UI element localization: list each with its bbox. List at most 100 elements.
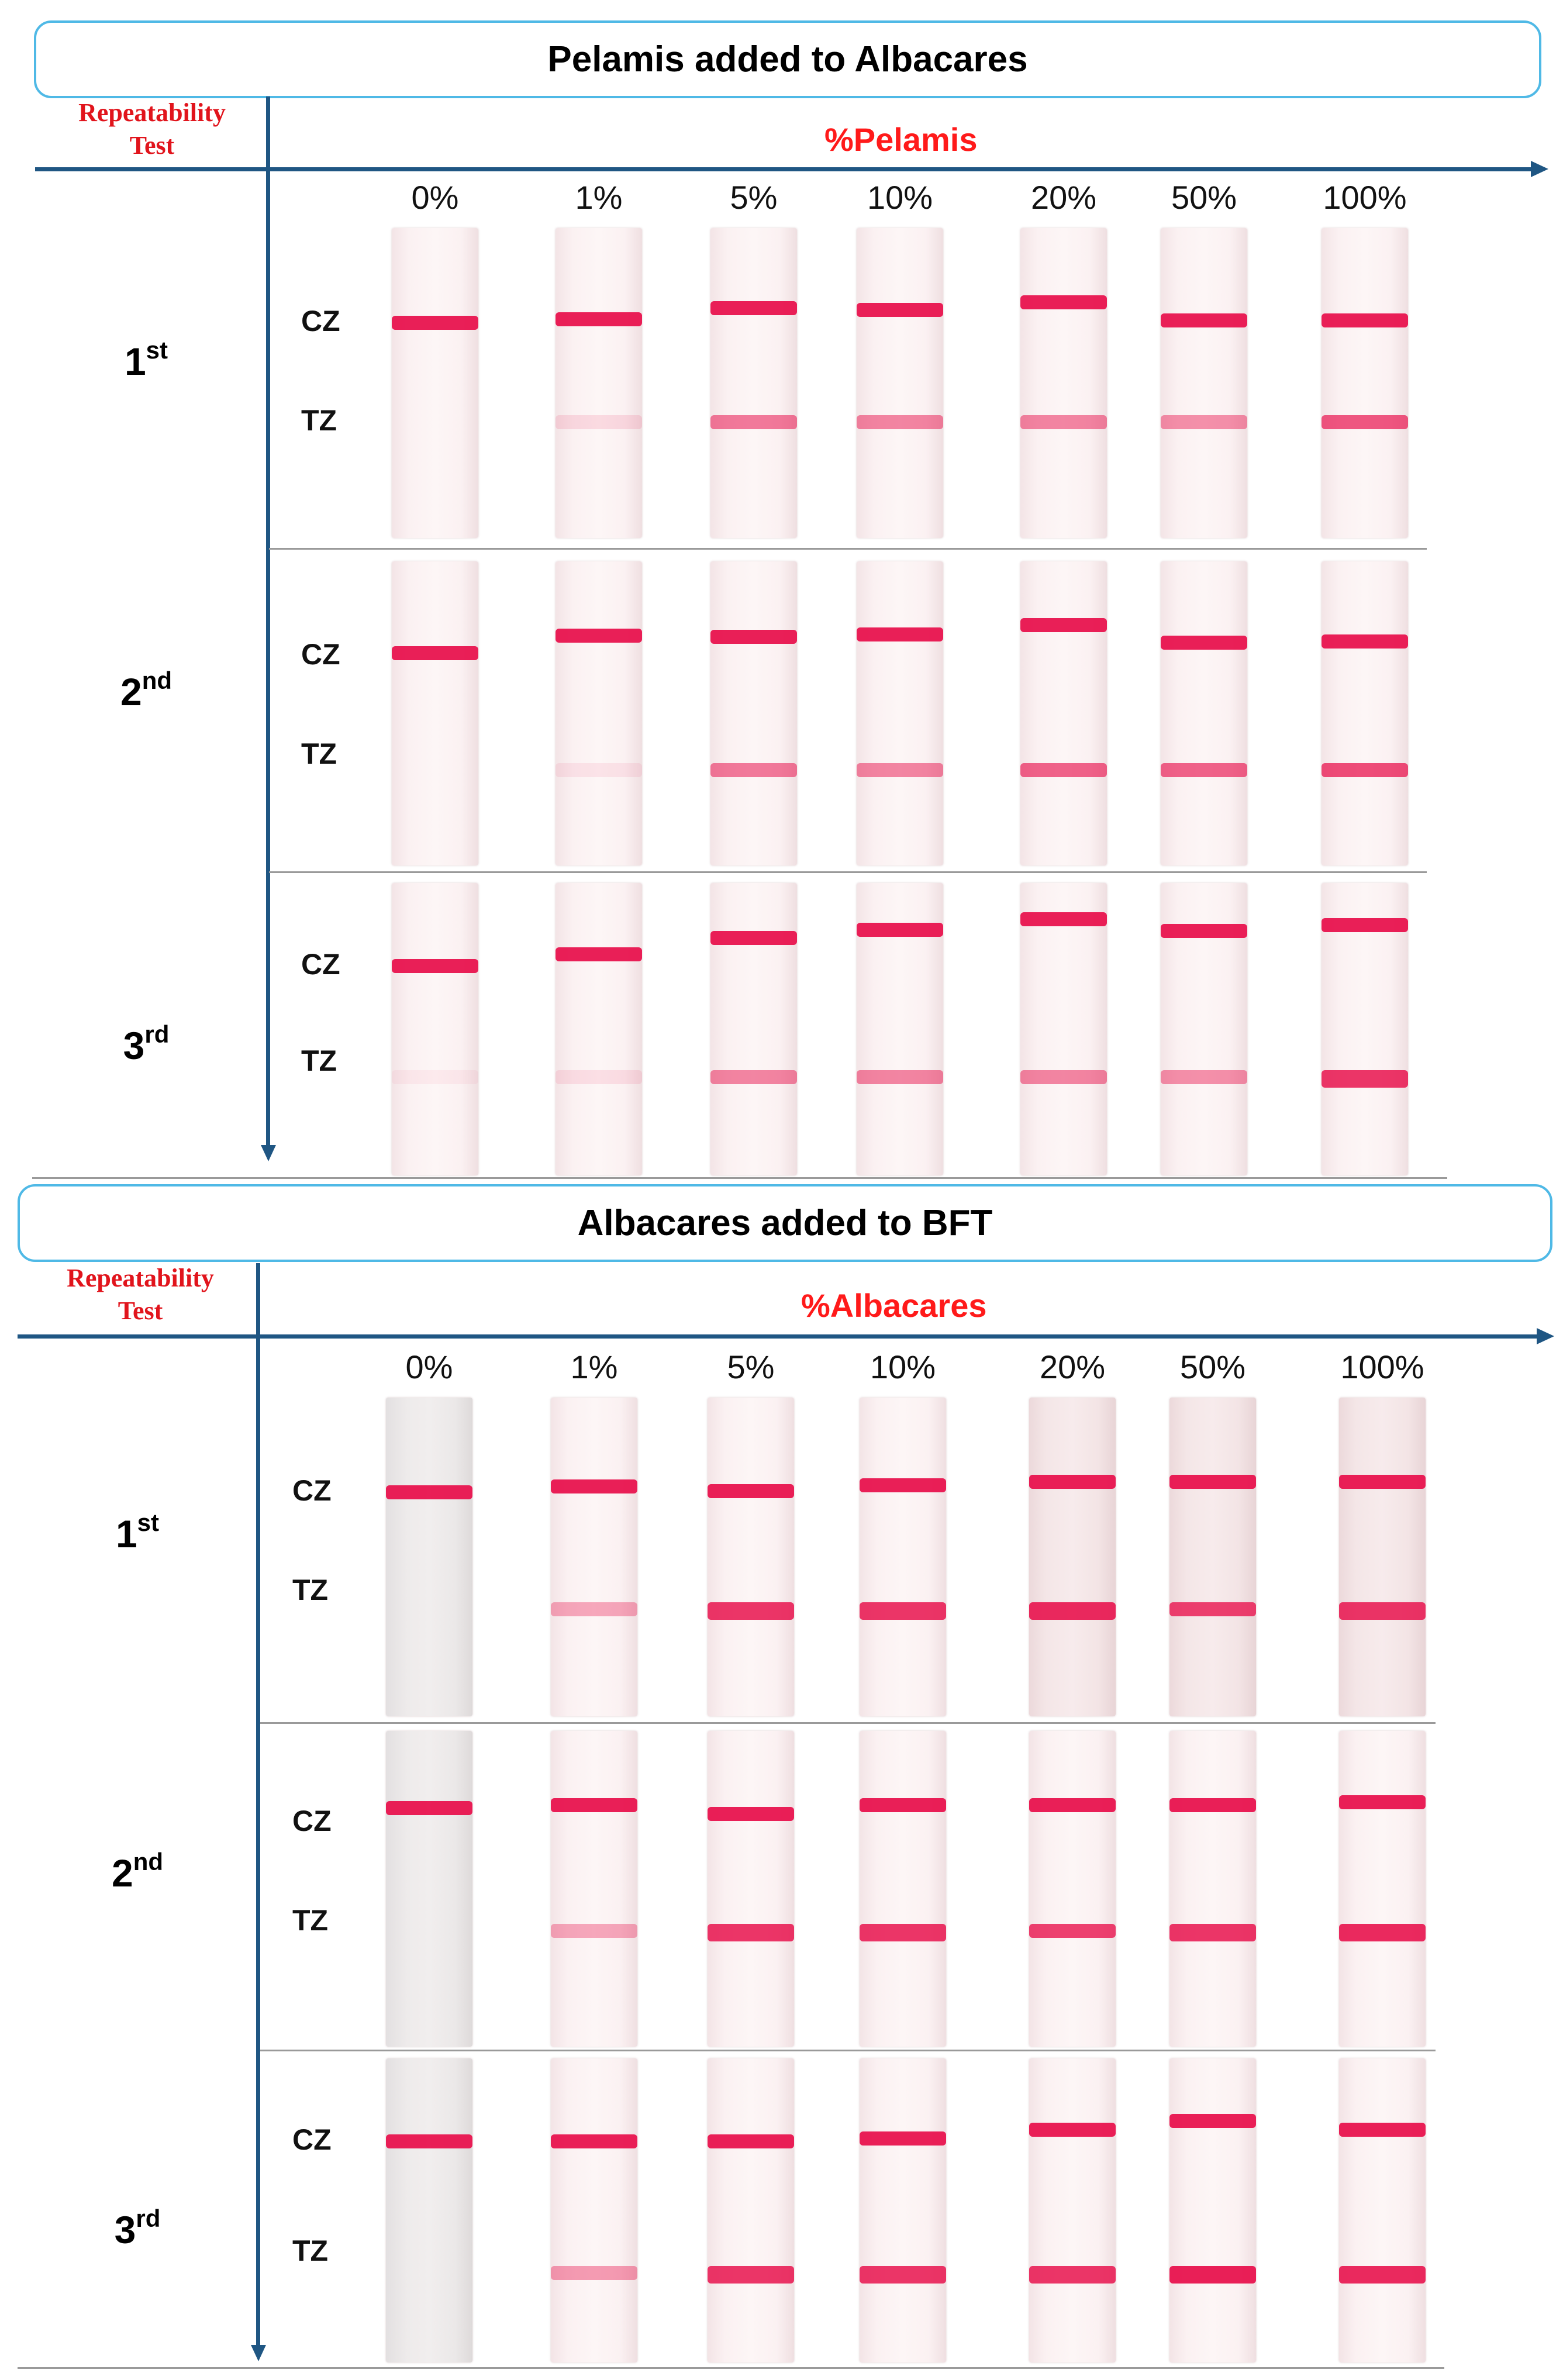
control-band — [710, 630, 797, 644]
control-band — [860, 2131, 946, 2146]
control-band — [1339, 1475, 1426, 1489]
test-strip — [386, 1731, 472, 2047]
percent-label: 100% — [1340, 1348, 1424, 1385]
test-strip — [551, 1731, 637, 2047]
test-strip — [1161, 883, 1247, 1175]
control-band — [386, 1485, 472, 1499]
test-band — [1029, 2266, 1116, 2284]
control-band — [551, 1479, 637, 1493]
test-strip — [860, 2058, 946, 2362]
percent-label: 1% — [575, 179, 623, 216]
test-strip — [1169, 2058, 1256, 2362]
row-separator — [260, 1722, 1436, 1724]
test-strip — [1339, 1731, 1426, 2047]
control-band — [1322, 634, 1408, 649]
control-band — [555, 947, 642, 961]
test-band — [708, 1924, 794, 1941]
test-strip — [555, 228, 642, 538]
repeatability-label: Repeatability Test — [67, 1264, 214, 1325]
x-axis-label: %Pelamis — [824, 121, 978, 158]
test-band — [1161, 763, 1247, 777]
control-band — [1020, 618, 1107, 632]
control-band — [1029, 1475, 1116, 1489]
test-band — [1322, 1070, 1408, 1088]
test-strip — [1020, 228, 1107, 538]
control-band — [857, 923, 943, 937]
test-band — [555, 1070, 642, 1084]
row-separator — [269, 871, 1427, 873]
control-band — [1161, 924, 1247, 938]
test-band — [1169, 1924, 1256, 1941]
test-band — [1339, 2266, 1426, 2284]
test-strip — [1339, 1398, 1426, 1716]
test-band — [710, 763, 797, 777]
test-strip — [1339, 2058, 1426, 2362]
control-band — [857, 303, 943, 317]
test-strip — [857, 561, 943, 865]
test-band — [710, 415, 797, 429]
test-band — [708, 1602, 794, 1620]
control-band — [1339, 2123, 1426, 2137]
test-strip — [708, 1731, 794, 2047]
test-zone-label: TZ — [301, 404, 337, 437]
test-zone-label: TZ — [301, 1044, 337, 1077]
control-zone-label: CZ — [292, 1474, 332, 1507]
control-band — [710, 931, 797, 945]
control-band — [1029, 2123, 1116, 2137]
control-band — [1020, 295, 1107, 309]
test-band — [1161, 415, 1247, 429]
percent-label: 20% — [1030, 179, 1097, 216]
test-band — [555, 763, 642, 777]
panel-pelamis: Pelamis added to Albacares Repeatability… — [0, 0, 1563, 1181]
control-zone-label: CZ — [301, 638, 340, 671]
test-strip — [1169, 1398, 1256, 1716]
test-band — [857, 415, 943, 429]
test-strip — [1322, 883, 1408, 1175]
replicate-label: 2nd — [120, 667, 172, 714]
percent-label: 1% — [570, 1348, 618, 1385]
test-zone-label: TZ — [292, 1904, 329, 1937]
control-band — [1322, 313, 1408, 327]
control-band — [708, 2134, 794, 2148]
test-strip — [710, 883, 797, 1175]
percent-label: 0% — [411, 179, 459, 216]
test-strip — [860, 1731, 946, 2047]
test-band — [857, 1070, 943, 1084]
test-zone-label: TZ — [301, 737, 337, 770]
test-strip — [708, 2058, 794, 2362]
panel-title: Pelamis added to Albacares — [34, 20, 1541, 98]
test-band — [1161, 1070, 1247, 1084]
control-band — [1169, 1475, 1256, 1489]
control-band — [857, 627, 943, 641]
control-band — [392, 316, 478, 330]
replicate-label: 2nd — [111, 1848, 164, 1895]
row-separator — [32, 1177, 1447, 1179]
test-strip — [710, 561, 797, 865]
test-strip — [555, 883, 642, 1175]
control-band — [392, 646, 478, 660]
control-band — [860, 1798, 946, 1812]
test-strip — [551, 1398, 637, 1716]
x-axis-arrow — [1537, 1328, 1554, 1344]
percent-label: 50% — [1179, 1348, 1246, 1385]
test-band — [392, 1070, 478, 1084]
x-axis-arrow — [1531, 161, 1548, 177]
control-band — [1169, 1798, 1256, 1812]
replicate-label: 3rd — [123, 1020, 170, 1068]
test-strip — [1020, 561, 1107, 865]
test-strip — [1020, 883, 1107, 1175]
control-band — [1161, 636, 1247, 650]
control-band — [1161, 313, 1247, 327]
test-band — [857, 763, 943, 777]
test-band — [860, 2266, 946, 2284]
test-strip — [1322, 561, 1408, 865]
panel-title: Albacares added to BFT — [18, 1184, 1552, 1262]
x-axis-label: %Albacares — [801, 1287, 987, 1324]
control-band — [551, 2134, 637, 2148]
test-strip — [1169, 1731, 1256, 2047]
control-zone-label: CZ — [301, 305, 340, 337]
control-band — [1339, 1795, 1426, 1809]
row-separator — [269, 548, 1427, 550]
control-band — [386, 2134, 472, 2148]
test-band — [551, 2266, 637, 2280]
